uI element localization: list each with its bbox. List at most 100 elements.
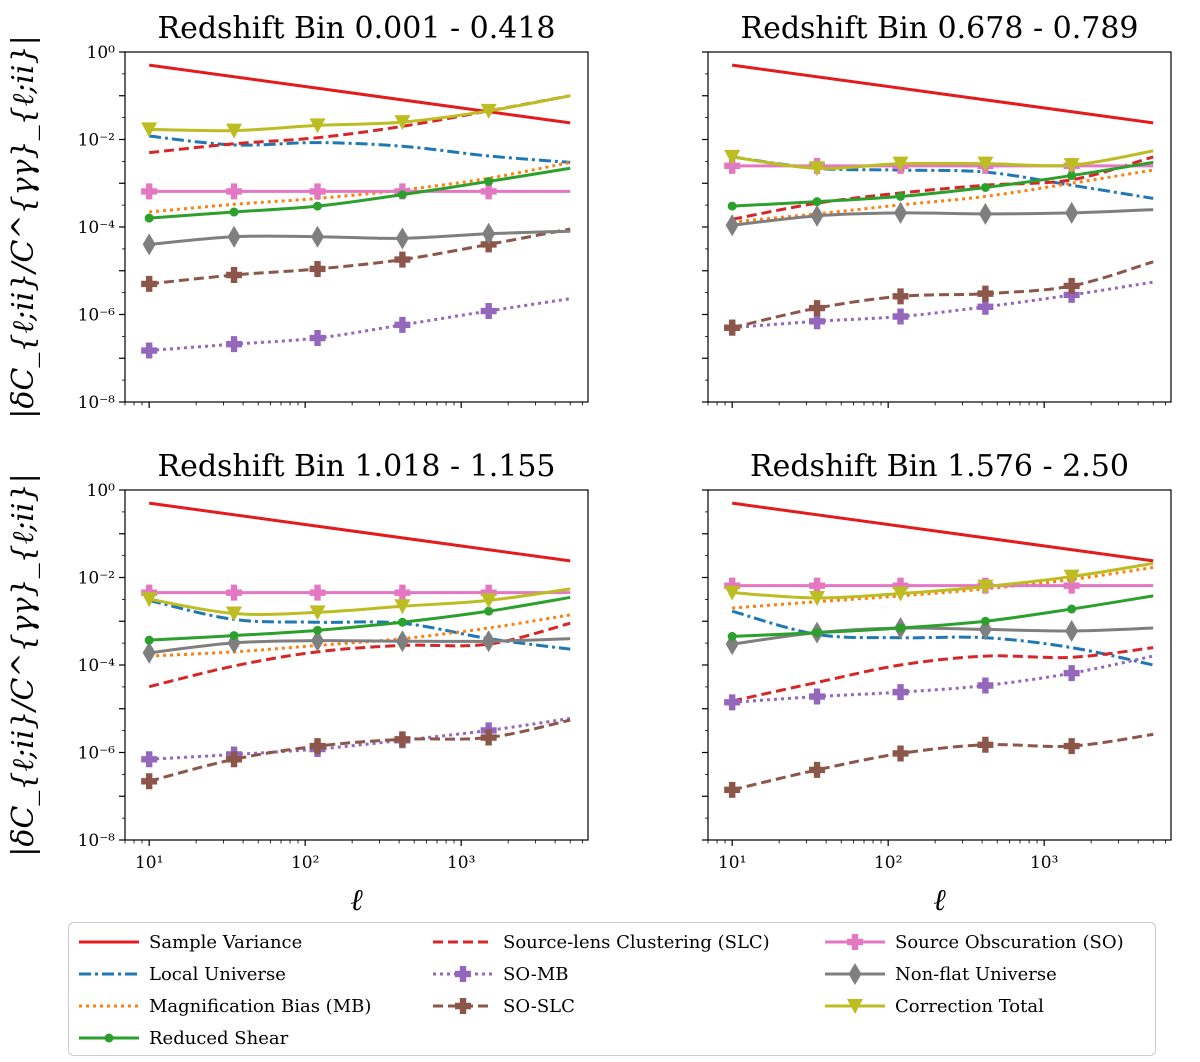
data-point-so-slc	[394, 251, 411, 268]
data-point-total	[892, 586, 909, 602]
legend-item-reduced-shear: Reduced Shear	[77, 1023, 288, 1053]
data-point-so-slc	[809, 300, 826, 317]
data-point-so	[226, 584, 243, 601]
data-point-reduced-shear	[727, 631, 737, 641]
legend-label: SO-SLC	[503, 995, 575, 1017]
y-tick-label: 10⁻⁸	[78, 831, 116, 851]
data-point-nonflat	[1065, 201, 1079, 224]
panel-title: Redshift Bin 1.018 - 1.155	[157, 449, 555, 484]
data-point-total	[809, 590, 826, 606]
data-point-nonflat	[810, 204, 824, 227]
legend-label: Correction Total	[895, 995, 1044, 1017]
data-point-nonflat	[311, 225, 325, 248]
data-point-so-slc	[892, 745, 909, 762]
series-line-slc	[731, 155, 1154, 221]
data-point-reduced-shear	[980, 182, 990, 192]
series-line-so-mb	[149, 716, 571, 761]
data-point-reduced-shear	[144, 635, 154, 645]
data-point-reduced-shear	[1067, 604, 1077, 614]
legend-swatch	[79, 940, 139, 944]
data-point-reduced-shear	[980, 616, 990, 626]
data-point-nonflat	[482, 222, 496, 245]
series-group	[141, 63, 571, 359]
series-line-local-universe	[149, 134, 571, 164]
data-point-total	[226, 123, 243, 139]
data-point-reduced-shear	[313, 201, 323, 211]
data-point-so	[480, 584, 497, 601]
series-line-reduced-shear	[732, 160, 1154, 208]
data-point-nonflat	[311, 629, 325, 652]
data-point-so-slc	[309, 738, 326, 755]
y-axis-label: |δC_{ℓ;ii}/C^{γγ}_{ℓ;ii}|	[6, 473, 41, 856]
legend-label: Source Obscuration (SO)	[895, 931, 1124, 953]
data-point-reduced-shear	[896, 623, 906, 633]
data-point-total	[977, 579, 994, 595]
legend-label: Magnification Bias (MB)	[149, 995, 372, 1017]
legend-swatch	[433, 966, 493, 982]
series-line-so-slc	[149, 227, 571, 286]
data-point-so	[724, 157, 741, 174]
data-point-total	[480, 103, 497, 119]
panel-title: Redshift Bin 1.576 - 2.50	[750, 449, 1129, 484]
legend-label: Sample Variance	[149, 931, 303, 953]
data-point-so-slc	[977, 736, 994, 753]
data-point-so-mb	[394, 316, 411, 333]
series-line-so-mb	[732, 654, 1154, 704]
x-axis-label: ℓ	[933, 883, 946, 918]
data-point-nonflat	[978, 202, 992, 225]
series-line-sample-variance	[731, 63, 1154, 125]
legend-label: SO-MB	[503, 963, 569, 985]
series-line-total	[149, 94, 571, 133]
data-point-total	[480, 593, 497, 609]
series-line-total	[732, 561, 1154, 600]
data-point-reduced-shear	[397, 190, 407, 200]
data-point-so-slc	[1063, 277, 1080, 294]
legend-swatch	[825, 963, 885, 985]
data-point-so-mb	[1063, 286, 1080, 303]
series-line-magnification-bias	[149, 160, 571, 214]
data-point-reduced-shear	[144, 213, 154, 223]
legend-item-so-mb: SO-MB	[431, 959, 569, 989]
legend-marker	[104, 1033, 114, 1043]
series-line-so-slc	[731, 732, 1154, 792]
data-point-reduced-shear	[229, 207, 239, 217]
legend-swatch	[79, 1033, 139, 1043]
data-point-so-mb	[480, 303, 497, 320]
data-point-so-slc	[724, 781, 741, 798]
data-point-so-mb	[724, 694, 741, 711]
x-tick-label: 10²	[874, 853, 902, 873]
data-point-so-slc	[394, 731, 411, 748]
data-point-reduced-shear	[727, 201, 737, 211]
y-tick-label: 10⁻⁶	[78, 744, 116, 764]
legend-item-sample-variance: Sample Variance	[77, 927, 302, 957]
data-point-total	[977, 156, 994, 172]
data-point-nonflat	[395, 227, 409, 250]
data-point-reduced-shear	[896, 191, 906, 201]
series-line-so-mb	[732, 280, 1154, 330]
y-tick-label: 10⁰	[87, 43, 116, 63]
legend-marker	[848, 963, 862, 985]
series-line-slc	[148, 621, 571, 689]
legend-swatch	[79, 1004, 139, 1008]
series-line-nonflat	[148, 637, 571, 655]
data-point-total	[724, 149, 741, 165]
data-point-total	[309, 605, 326, 621]
series-line-nonflat	[732, 208, 1154, 227]
legend-swatch	[433, 998, 493, 1014]
panel-1: Redshift Bin 0.001 - 0.418 10⁰ 10⁻² 10⁻⁴ 10⁻…	[6, 11, 589, 419]
data-point-so-slc	[226, 751, 243, 768]
series-line-sample-variance	[148, 501, 571, 563]
data-point-so-mb	[809, 313, 826, 330]
data-point-so	[394, 584, 411, 601]
series-line-nonflat	[149, 229, 571, 246]
y-tick-label: 10⁻²	[78, 131, 115, 151]
data-point-so-slc	[809, 761, 826, 778]
panel-2: Redshift Bin 0.678 - 0.789	[702, 11, 1172, 408]
series-group	[724, 501, 1154, 798]
y-tick-label: 10⁻⁸	[78, 393, 116, 413]
axes-frame	[124, 489, 589, 841]
legend-item-magnification-bias: Magnification Bias (MB)	[77, 991, 371, 1021]
legend-marker	[847, 934, 863, 950]
y-tick-label: 10⁻²	[78, 569, 115, 589]
legend-swatch	[825, 934, 885, 950]
